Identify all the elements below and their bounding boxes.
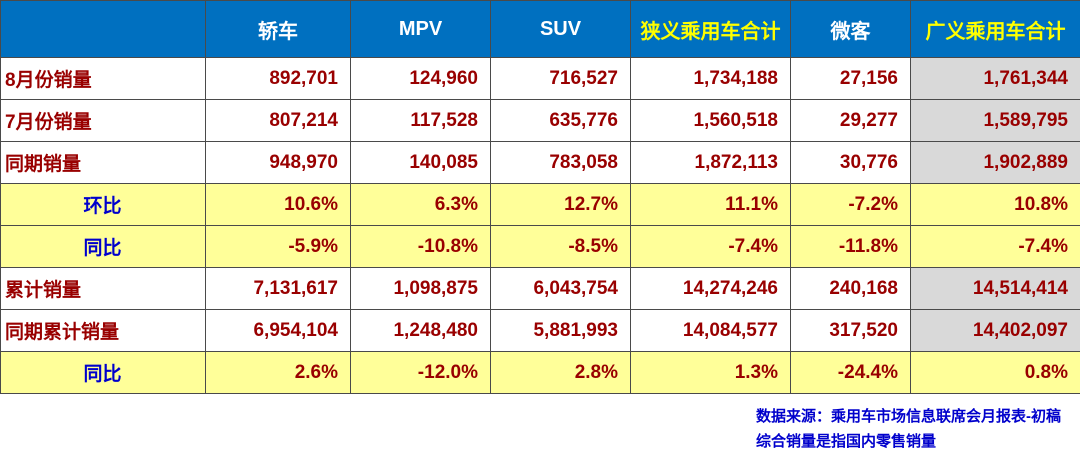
table-cell: 716,527: [490, 57, 631, 100]
table-cell: 1,098,875: [350, 267, 491, 310]
table-cell: 2.6%: [205, 351, 351, 394]
table-cell: 14,084,577: [630, 309, 791, 352]
table-cell: 1,248,480: [350, 309, 491, 352]
table-cell: 6,954,104: [205, 309, 351, 352]
table-cell: 0.8%: [910, 351, 1080, 394]
table-cell: -7.4%: [630, 225, 791, 268]
table-row-yoy-change: 同比 -5.9% -10.8% -8.5% -7.4% -11.8% -7.4%: [0, 225, 1080, 268]
table-cell: 11.1%: [630, 183, 791, 226]
column-header-minivan: 微客: [790, 0, 911, 58]
table-cell: -5.9%: [205, 225, 351, 268]
table-cell: 2.8%: [490, 351, 631, 394]
table-cell: 140,085: [350, 141, 491, 184]
column-header-broad-pv-total: 广义乘用车合计: [910, 0, 1080, 58]
header-row: 轿车 MPV SUV 狭义乘用车合计 微客 广义乘用车合计: [0, 0, 1080, 58]
column-header-sedan: 轿车: [205, 0, 351, 58]
column-header-suv: SUV: [490, 0, 631, 58]
table-row-same-period-cumulative-sales: 同期累计销量 6,954,104 1,248,480 5,881,993 14,…: [0, 309, 1080, 352]
data-source-note: 数据来源：乘用车市场信息联席会月报表-初稿: [756, 408, 1061, 425]
table-cell: -11.8%: [790, 225, 911, 268]
column-header-narrow-pv-total: 狭义乘用车合计: [630, 0, 791, 58]
row-label: 同期销量: [0, 141, 206, 184]
row-label: 同期累计销量: [0, 309, 206, 352]
table-cell: 30,776: [790, 141, 911, 184]
row-label: 7月份销量: [0, 99, 206, 142]
row-label: 同比: [0, 225, 206, 268]
row-label: 累计销量: [0, 267, 206, 310]
table-cell: 5,881,993: [490, 309, 631, 352]
table-cell: 240,168: [790, 267, 911, 310]
table-cell: 1,560,518: [630, 99, 791, 142]
table-row-cumulative-yoy-change: 同比 2.6% -12.0% 2.8% 1.3% -24.4% 0.8%: [0, 351, 1080, 394]
corner-cell: [0, 0, 206, 58]
table-cell: -10.8%: [350, 225, 491, 268]
row-label: 环比: [0, 183, 206, 226]
table-cell: -8.5%: [490, 225, 631, 268]
table-row-july-sales: 7月份销量 807,214 117,528 635,776 1,560,518 …: [0, 99, 1080, 142]
table-cell: 807,214: [205, 99, 351, 142]
table-cell: -24.4%: [790, 351, 911, 394]
table-cell: 783,058: [490, 141, 631, 184]
table-cell: 892,701: [205, 57, 351, 100]
table-cell: 14,402,097: [910, 309, 1080, 352]
table-cell: -7.2%: [790, 183, 911, 226]
table-cell: 1.3%: [630, 351, 791, 394]
table-row-august-sales: 8月份销量 892,701 124,960 716,527 1,734,188 …: [0, 57, 1080, 100]
table-cell: 124,960: [350, 57, 491, 100]
table-cell: 6,043,754: [490, 267, 631, 310]
table-cell: 1,902,889: [910, 141, 1080, 184]
table-cell: 14,274,246: [630, 267, 791, 310]
table-cell: 317,520: [790, 309, 911, 352]
table-cell: 7,131,617: [205, 267, 351, 310]
table-cell: 948,970: [205, 141, 351, 184]
table-cell: 6.3%: [350, 183, 491, 226]
sales-table: 轿车 MPV SUV 狭义乘用车合计 微客 广义乘用车合计 8月份销量 892,…: [0, 0, 1080, 394]
table-cell: 14,514,414: [910, 267, 1080, 310]
footer: 数据来源：乘用车市场信息联席会月报表-初稿 综合销量是指国内零售销量: [0, 394, 1080, 454]
table-row-cumulative-sales: 累计销量 7,131,617 1,098,875 6,043,754 14,27…: [0, 267, 1080, 310]
row-label: 同比: [0, 351, 206, 394]
table-row-mom-change: 环比 10.6% 6.3% 12.7% 11.1% -7.2% 10.8%: [0, 183, 1080, 226]
table-cell: 27,156: [790, 57, 911, 100]
table-row-same-period-sales: 同期销量 948,970 140,085 783,058 1,872,113 3…: [0, 141, 1080, 184]
table-cell: -12.0%: [350, 351, 491, 394]
column-header-mpv: MPV: [350, 0, 491, 58]
table-cell: 1,872,113: [630, 141, 791, 184]
table-cell: 1,761,344: [910, 57, 1080, 100]
table-cell: -7.4%: [910, 225, 1080, 268]
table-cell: 10.8%: [910, 183, 1080, 226]
table-cell: 10.6%: [205, 183, 351, 226]
table-cell: 12.7%: [490, 183, 631, 226]
table-cell: 635,776: [490, 99, 631, 142]
table-cell: 1,734,188: [630, 57, 791, 100]
row-label: 8月份销量: [0, 57, 206, 100]
table-cell: 1,589,795: [910, 99, 1080, 142]
table-cell: 29,277: [790, 99, 911, 142]
table-cell: 117,528: [350, 99, 491, 142]
retail-sales-note: 综合销量是指国内零售销量: [756, 433, 937, 450]
